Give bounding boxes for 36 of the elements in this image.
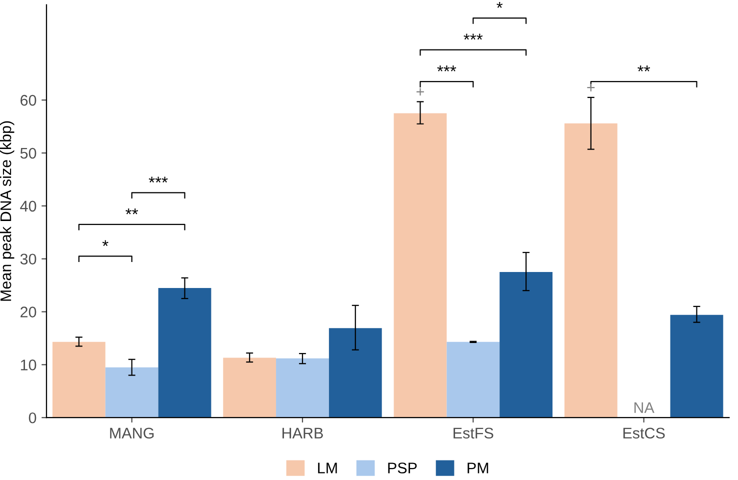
annotation: ***	[148, 176, 168, 183]
annotation: **	[126, 208, 138, 214]
bar	[105, 367, 158, 418]
annotation: +	[587, 84, 595, 92]
bar	[446, 342, 500, 418]
x-tick-label: EstFS	[454, 428, 494, 439]
annotation: ***	[464, 34, 483, 40]
annotation: *	[102, 240, 108, 246]
x-tick-label: HARB	[282, 428, 323, 438]
bar	[158, 288, 212, 418]
y-tick-label: 30	[20, 254, 36, 265]
legend-label: PM	[468, 462, 488, 474]
bar	[52, 342, 106, 418]
bar	[394, 113, 447, 418]
legend-label: PSP	[388, 462, 417, 474]
bar	[564, 123, 618, 418]
bar	[670, 314, 724, 418]
annotation: +	[416, 88, 424, 96]
bar	[500, 272, 553, 418]
annotation: ***	[437, 66, 456, 72]
y-tick-label: 50	[20, 148, 36, 159]
x-tick-label: EstCS	[623, 428, 665, 439]
x-tick-label: MANG	[110, 428, 154, 439]
bar	[223, 358, 276, 418]
y-tick-label: 10	[20, 360, 36, 370]
bar	[328, 328, 382, 418]
annotation: **	[638, 66, 650, 72]
y-axis-title: Mean peak DNA size (kbp)	[0, 121, 14, 301]
y-tick-label: 60	[20, 94, 36, 106]
legend-label: LM	[318, 462, 337, 474]
annotation: *	[496, 2, 503, 8]
y-tick-label: 20	[20, 306, 36, 318]
y-tick-label: 40	[20, 200, 36, 212]
bar	[276, 358, 329, 418]
annotation: NA	[634, 402, 654, 413]
y-tick-label: 0	[28, 412, 36, 424]
